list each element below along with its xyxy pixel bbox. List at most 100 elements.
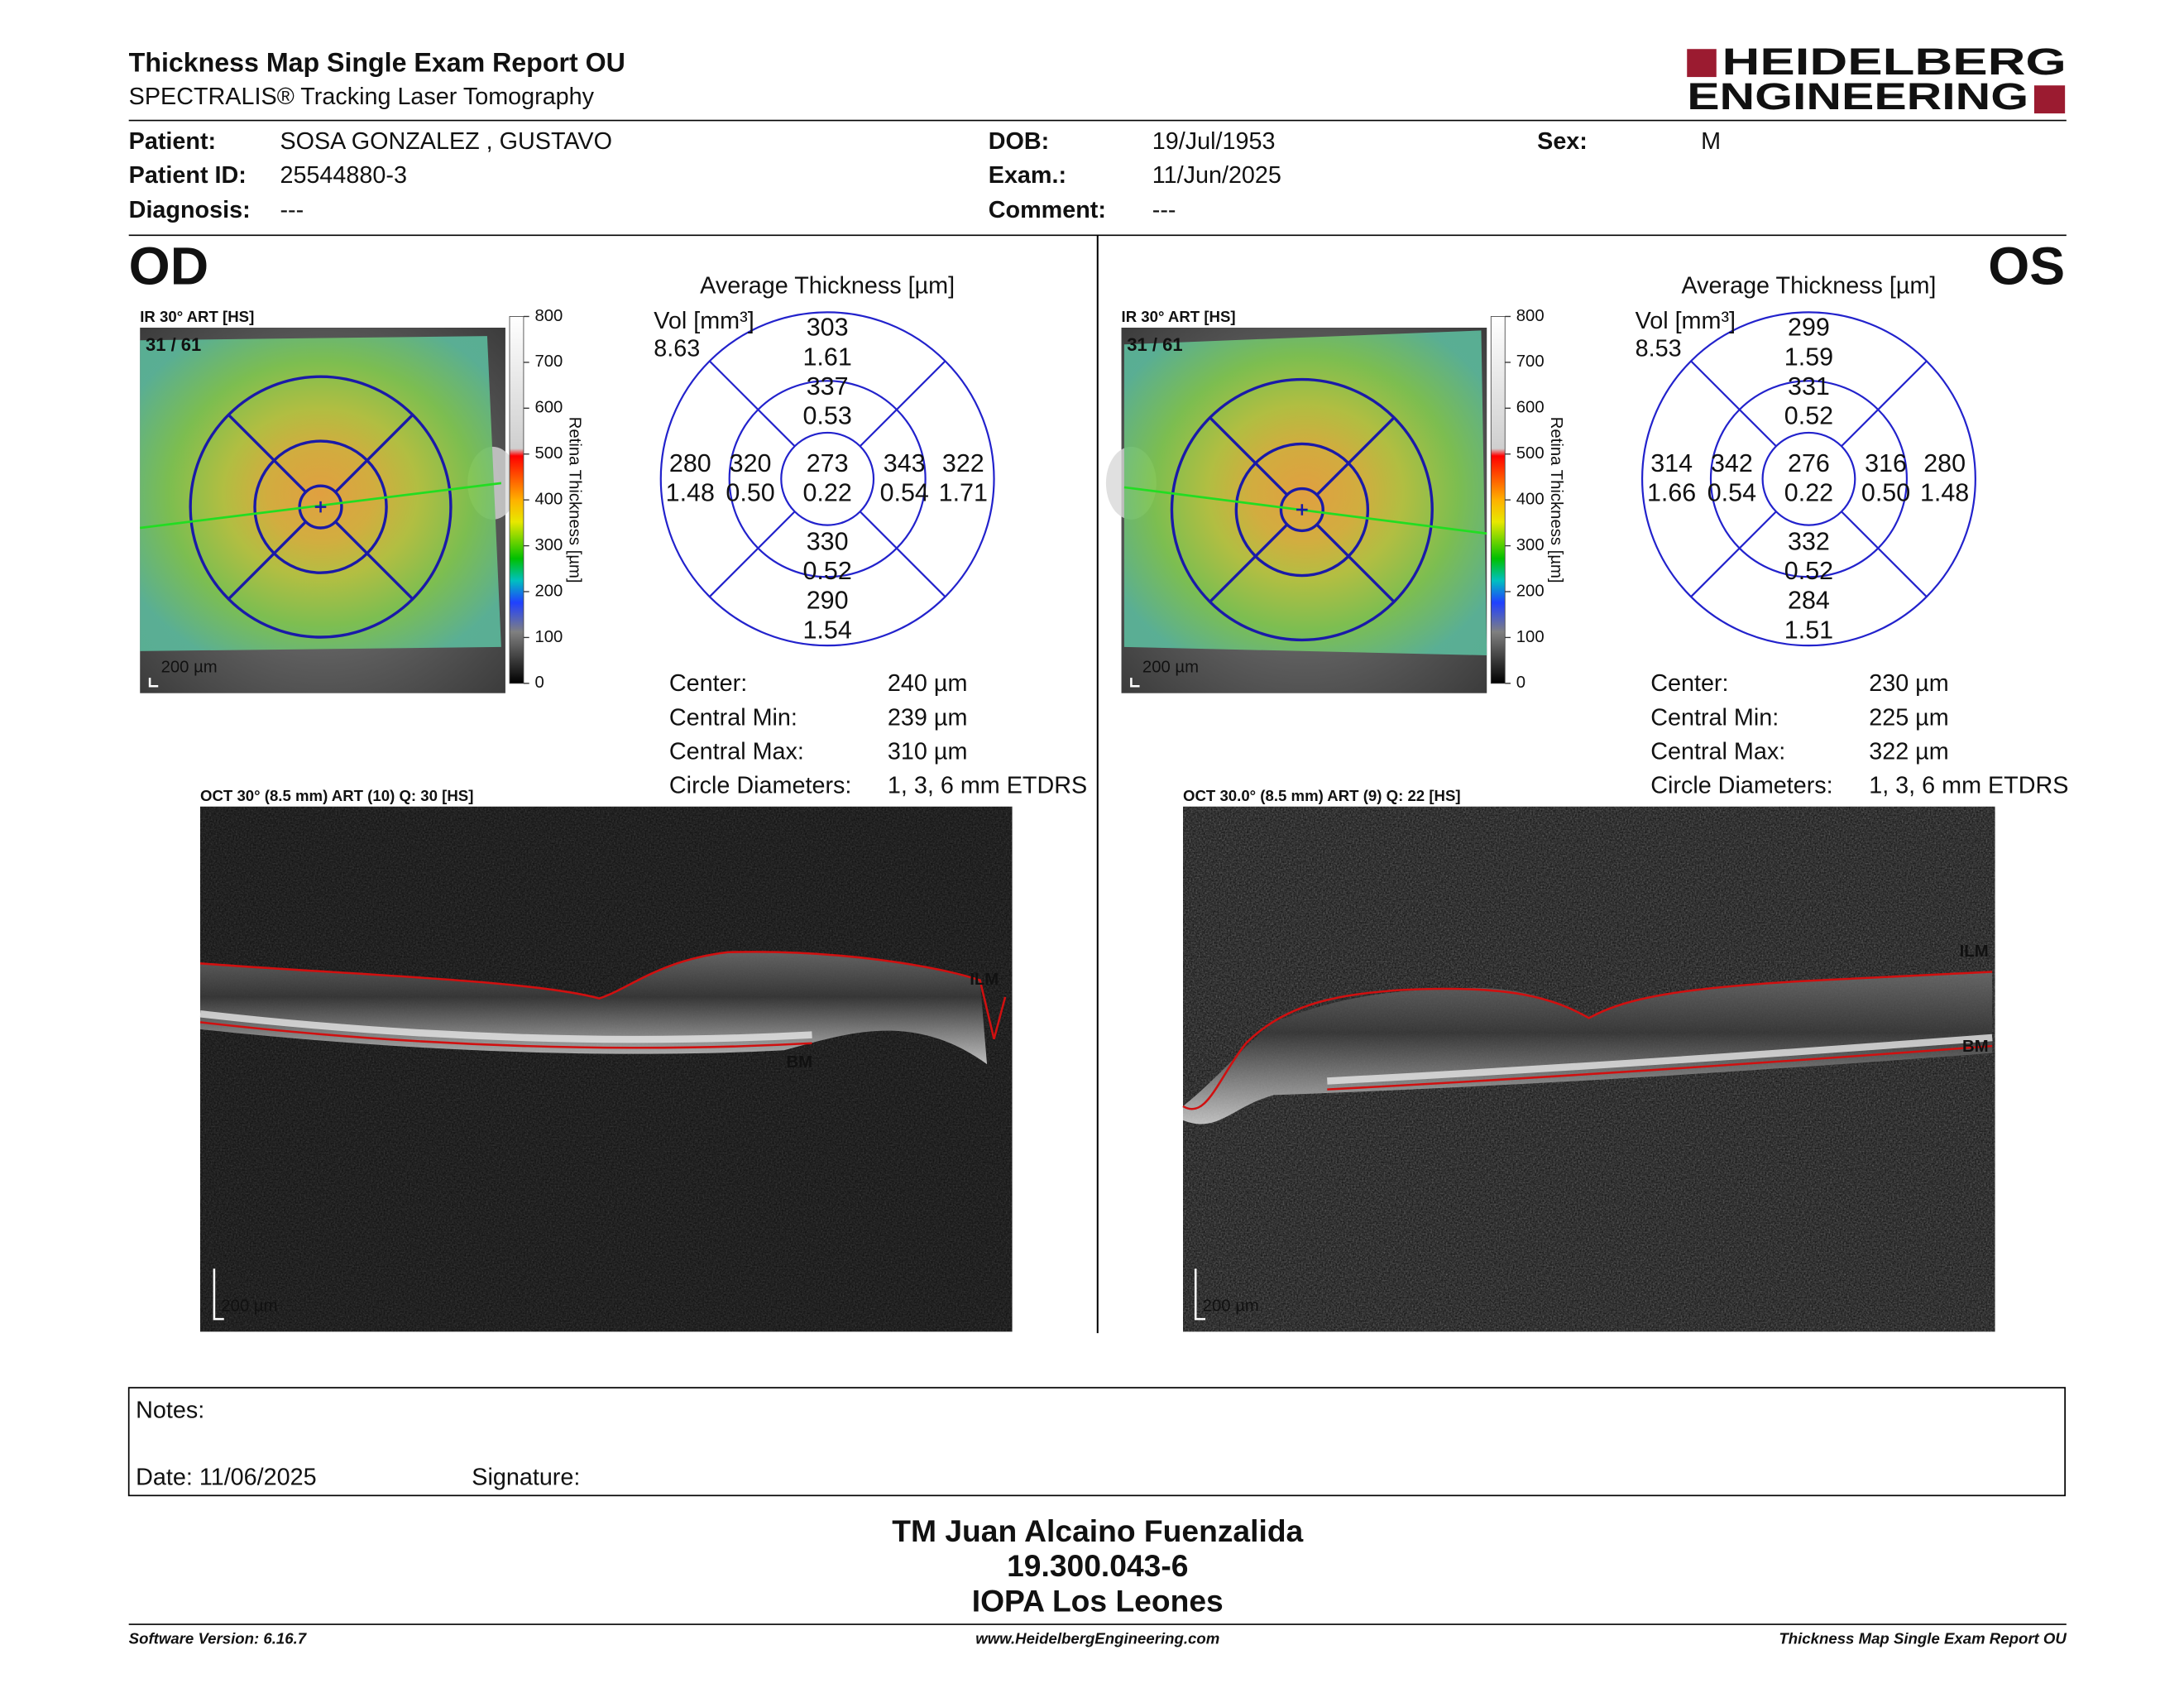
grid-ring	[728, 380, 927, 578]
grid-spoke	[1690, 360, 1777, 448]
frame-count: 31 / 61	[1127, 334, 1182, 355]
field-label: Comment:	[989, 197, 1106, 223]
notes-date: Date: 11/06/2025	[136, 1465, 316, 1491]
colorbar-tick-label: 400	[534, 491, 563, 509]
scale-label: 200 µm	[221, 1297, 277, 1315]
sector-thickness: 342	[1711, 449, 1753, 477]
sector-thickness: 284	[1788, 587, 1830, 615]
sector-thickness: 303	[807, 314, 849, 342]
colorbar-tick-label: 600	[1516, 399, 1545, 417]
scale-bar	[1130, 678, 1140, 688]
scale-label: 200 µm	[1203, 1297, 1259, 1315]
sector-thickness: 280	[1923, 449, 1966, 477]
sector-volume: 0.22	[803, 478, 852, 506]
colorbar	[1490, 316, 1506, 684]
colorbar-title: Retina Thickness [µm]	[1547, 417, 1565, 583]
colorbar-title: Retina Thickness [µm]	[565, 417, 583, 583]
ilm-line	[199, 951, 1007, 1040]
sector-thickness: 280	[669, 449, 711, 477]
field-value: M	[1701, 128, 1721, 155]
image-label: OCT 30.0° (8.5 mm) ART (9) Q: 22 [HS]	[1183, 787, 1461, 804]
grid-ring	[1640, 311, 1976, 647]
logo-square	[2033, 85, 2066, 114]
sector-volume: 0.50	[1861, 478, 1910, 506]
sector-volume: 1.66	[1647, 478, 1696, 506]
etdrs-spoke	[1315, 523, 1396, 603]
oct-noise	[200, 806, 1013, 1332]
scale-bar	[1194, 1268, 1206, 1321]
grid-spoke	[1841, 511, 1928, 597]
logo-text: HEIDELBERG	[1722, 41, 2067, 83]
sector-volume: 1.61	[803, 343, 852, 371]
colorbar-tick-label: 200	[534, 582, 563, 600]
footer-text: www.HeidelbergEngineering.com	[975, 1630, 1219, 1647]
stat-value: 230 µm	[1869, 670, 1948, 697]
logo-square	[1687, 49, 1717, 78]
signer-line: 19.300.043-6	[1007, 1548, 1188, 1583]
grid-spoke	[859, 360, 946, 448]
colorbar-tick-label: 100	[1516, 628, 1545, 646]
total-volume: 8.63	[654, 336, 700, 362]
sector-thickness: 314	[1650, 449, 1693, 477]
scale-label: 200 µm	[1142, 659, 1199, 677]
colorbar-tick-label: 500	[1516, 444, 1545, 463]
sector-thickness: 337	[807, 372, 849, 400]
ilm-line	[1182, 971, 1993, 1110]
scale-bar	[213, 1268, 224, 1321]
stat-label: Circle Diameters:	[669, 773, 851, 799]
sector-volume: 0.22	[1784, 478, 1833, 506]
colorbar-tick-label: 800	[1516, 307, 1545, 325]
logo-text: ENGINEERING	[1687, 75, 2028, 117]
bm-label: BM	[1962, 1038, 1989, 1056]
field-label: Patient:	[129, 128, 216, 155]
signer-line: TM Juan Alcaino Fuenzalida	[892, 1513, 1303, 1548]
stat-label: Central Max:	[1650, 738, 1785, 765]
grid-title: Average Thickness [µm]	[1681, 273, 1936, 300]
field-label: Diagnosis:	[129, 197, 251, 223]
grid-spoke	[1841, 360, 1928, 448]
frame-count: 31 / 61	[146, 334, 201, 355]
stat-value: 1, 3, 6 mm ETDRS	[888, 773, 1087, 799]
stat-label: Center:	[1650, 670, 1728, 697]
report-title: Thickness Map Single Exam Report OU	[129, 47, 625, 77]
sector-thickness: 273	[807, 449, 849, 477]
grid-ring	[1761, 431, 1856, 526]
colorbar-tick-label: 0	[1516, 674, 1525, 692]
field-value: 19/Jul/1953	[1152, 128, 1276, 155]
ilm-label: ILM	[1960, 942, 1989, 961]
etdrs-spoke	[1209, 416, 1289, 496]
notes-signature: Signature:	[472, 1465, 580, 1491]
etdrs-ring	[189, 375, 453, 639]
sector-thickness: 343	[884, 449, 926, 477]
field-value: ---	[280, 197, 304, 223]
sector-thickness: 299	[1788, 314, 1830, 342]
etdrs-ring	[1234, 442, 1370, 578]
image-label: OCT 30° (8.5 mm) ART (10) Q: 30 [HS]	[200, 787, 473, 804]
stat-value: 322 µm	[1869, 738, 1948, 765]
sector-volume: 0.52	[1784, 557, 1833, 585]
signer-line: IOPA Los Leones	[972, 1584, 1224, 1618]
field-label: DOB:	[989, 128, 1049, 155]
sector-volume: 1.51	[1784, 616, 1833, 644]
grid-ring	[780, 431, 875, 526]
colorbar-tick-label: 400	[1516, 491, 1545, 509]
grid-title: Average Thickness [µm]	[700, 273, 955, 300]
etdrs-ring	[1279, 487, 1324, 533]
colorbar-tick-label: 500	[534, 444, 563, 463]
total-volume: 8.53	[1636, 336, 1682, 362]
etdrs-ring	[298, 484, 343, 530]
field-label: Sex:	[1537, 128, 1588, 155]
sector-volume: 0.54	[880, 478, 929, 506]
grid-spoke	[1690, 511, 1777, 597]
scale-label: 200 µm	[161, 659, 218, 677]
colorbar-tick-label: 200	[1516, 582, 1545, 600]
footer-text: Software Version: 6.16.7	[129, 1630, 308, 1647]
sector-volume: 1.59	[1784, 343, 1833, 371]
grid-spoke	[708, 511, 796, 597]
grid-spoke	[708, 360, 796, 448]
rpe-band	[1327, 1033, 1993, 1085]
sector-volume: 0.54	[1707, 478, 1756, 506]
field-value: 11/Jun/2025	[1152, 162, 1281, 189]
